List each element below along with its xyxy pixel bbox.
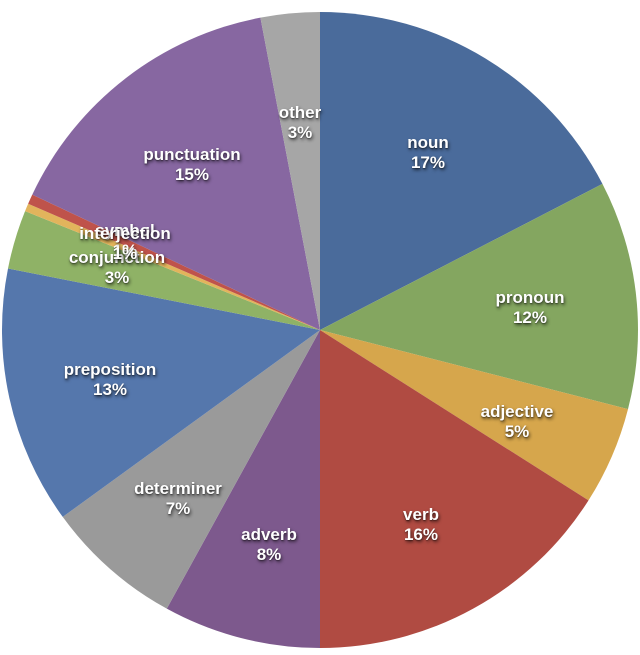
pie-slice-symbol (28, 194, 321, 330)
pie-slice-noun (320, 12, 603, 330)
pie-slice-adverb (166, 330, 320, 648)
pie-slice-interjection (25, 203, 320, 330)
pie-slice-conjunction (8, 211, 320, 330)
pie-slice-determiner (62, 330, 320, 609)
pie-slice-punctuation (32, 17, 320, 330)
pie-slice-preposition (1, 268, 321, 517)
pie-slice-verb (320, 330, 589, 648)
pie-slice-pronoun (320, 183, 639, 410)
pie-slice-adjective (320, 330, 629, 501)
pie-slice-other (260, 11, 320, 330)
